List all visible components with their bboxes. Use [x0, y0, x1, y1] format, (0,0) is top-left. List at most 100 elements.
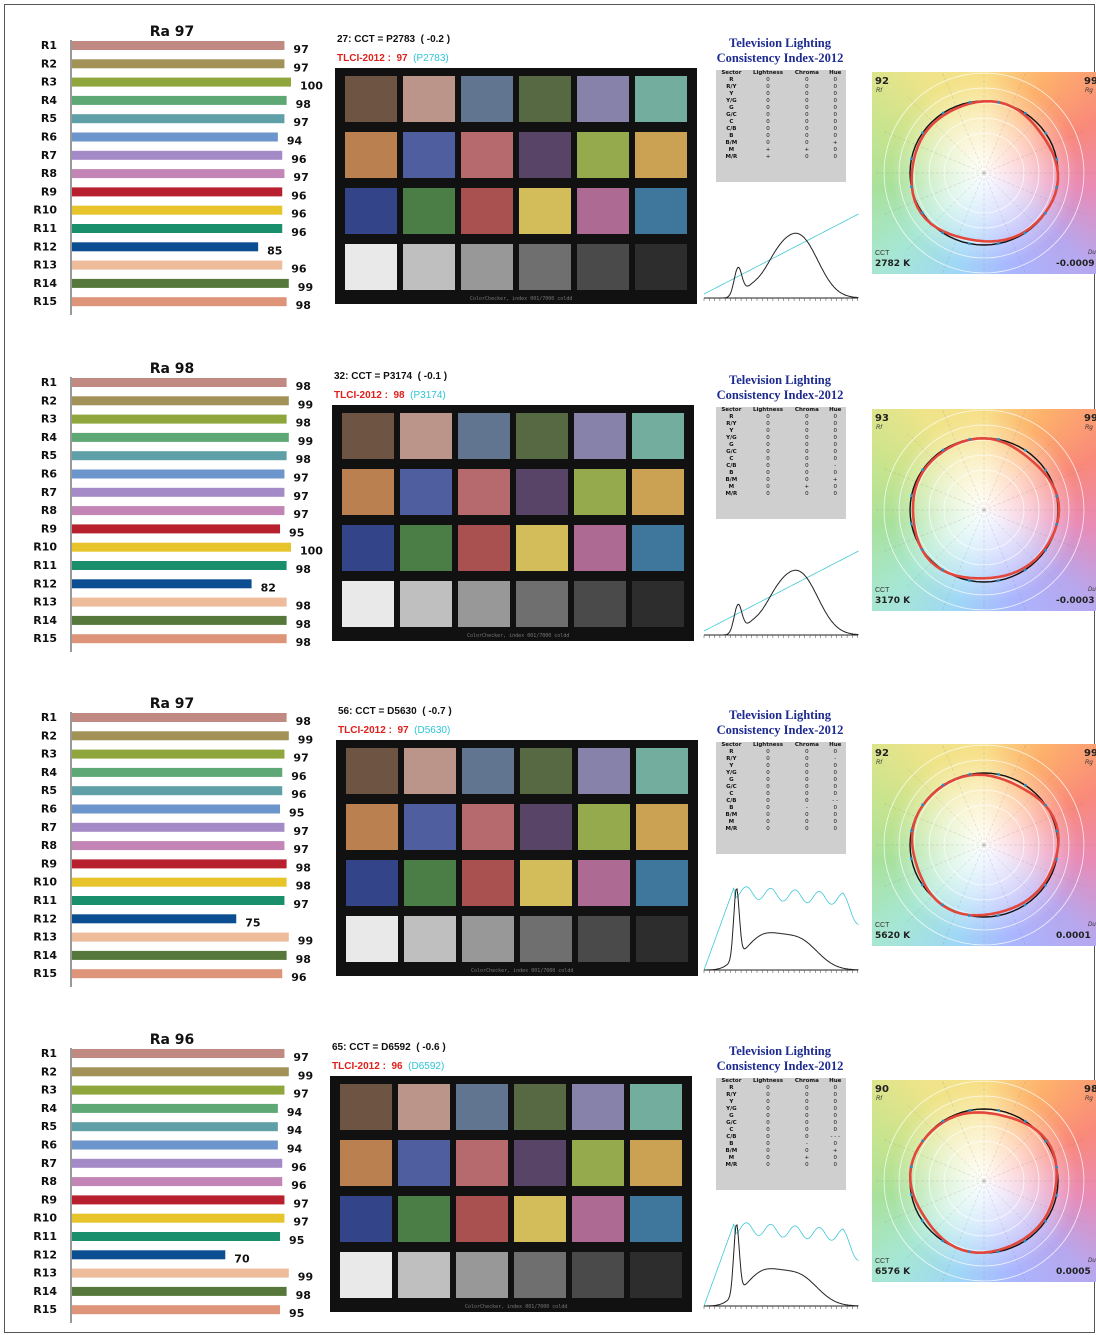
category-label: R9 [41, 522, 57, 535]
tlci-column-header: Lightness [752, 70, 784, 76]
value-label: 98 [296, 380, 311, 393]
color-patch [577, 76, 629, 122]
tlci-label: TLCI-2012 : [337, 53, 397, 64]
tlci-cell: 0 [766, 784, 770, 790]
value-label: 98 [296, 861, 311, 874]
tlci-cell: G/C [726, 784, 737, 790]
category-label: R10 [33, 876, 57, 889]
hue-bin-marker [967, 579, 971, 582]
tlci-cell: B [729, 470, 734, 476]
tlci-row: Y 0 0 0 [716, 763, 846, 770]
tlci-cell: M/R [725, 1162, 738, 1168]
tlci-cell: 0 [766, 1106, 770, 1112]
rf-value: 92 [875, 748, 889, 759]
reference-spectrum-line [703, 550, 859, 632]
tlci-row: B/M 0 0 + [716, 477, 846, 484]
category-label: R6 [41, 803, 57, 816]
cct-value: 3170 K [875, 596, 911, 606]
test-ring [910, 100, 1060, 243]
category-label: R4 [41, 1102, 57, 1115]
tlci-title-line2: Consistency Index-2012 [716, 51, 844, 65]
tlci-cell: C/B [726, 126, 737, 132]
color-patch [630, 1140, 682, 1186]
tlci-row: B/M 0 0 0 [716, 812, 846, 819]
tlci-cell: 0 [766, 456, 770, 462]
hue-spoke [906, 172, 985, 251]
tlci-row: B 0 - 0 [716, 805, 846, 812]
tlci-row: G 0 0 0 [716, 1113, 846, 1120]
color-patch [578, 748, 630, 794]
hue-bin-marker [1023, 231, 1027, 235]
hue-bin-marker [921, 803, 925, 807]
value-label: 96 [291, 153, 307, 166]
color-patch [398, 1196, 450, 1242]
value-label: 99 [298, 435, 313, 448]
duv-label: Duv [1088, 587, 1096, 593]
bar-r13 [72, 932, 289, 942]
bar-r1 [72, 378, 287, 387]
grid-ring [928, 117, 1040, 229]
tlci-cell: M [728, 484, 735, 490]
tlci-cell: - - [832, 798, 839, 804]
tlci-column-header: Sector [721, 407, 742, 413]
category-label: R11 [33, 222, 57, 235]
tlci-cell: 0 [766, 491, 770, 497]
category-label: R11 [33, 1230, 57, 1243]
duv-label: Duv [1088, 250, 1096, 256]
grid-ring [898, 87, 1070, 259]
value-label: 97 [293, 508, 308, 521]
hue-bin-marker [941, 448, 945, 452]
hue-bin-marker [997, 101, 1001, 104]
color-patch [577, 244, 629, 290]
color-patch [461, 76, 513, 122]
value-label: 97 [293, 1088, 308, 1101]
tlci-column-header: Hue [829, 1078, 842, 1084]
color-patch [632, 413, 684, 459]
tlci-cell: 0 [766, 112, 770, 118]
bar-r10 [72, 542, 291, 552]
category-label: R14 [33, 949, 57, 962]
tlci-cell: C [729, 1127, 734, 1133]
tlci-cell: 0 [833, 812, 837, 818]
hue-bin-marker [968, 100, 972, 104]
value-label: 96 [291, 1161, 307, 1174]
color-patch [404, 748, 456, 794]
tlci-cell: 0 [805, 105, 809, 111]
tlci-cell: M [728, 819, 735, 825]
tlci-cell: Y [729, 1099, 734, 1105]
bar-r14 [72, 1286, 287, 1296]
tlci-cell: 0 [766, 1092, 770, 1098]
tlci-cell: 0 [833, 1155, 837, 1161]
tlci-row: G 0 0 0 [716, 105, 846, 112]
tlci-cell: 0 [805, 791, 809, 797]
grid-ring [928, 1125, 1040, 1237]
colorchecker-block: 56: CCT = D5630 ( -0.7 ) TLCI-2012 : 97 (… [336, 692, 706, 992]
tlci-cell: 0 [766, 763, 770, 769]
spectrum-chart [703, 1222, 859, 1309]
hue-spoke [906, 1180, 985, 1259]
hue-bin-marker [1055, 157, 1059, 161]
tlci-cell: B [729, 133, 734, 139]
color-patch [456, 1140, 508, 1186]
value-label: 70 [234, 1252, 250, 1265]
hue-bin-marker [1055, 1193, 1058, 1197]
color-patch [398, 1140, 450, 1186]
hue-bin-marker [997, 438, 1001, 441]
tlci-cell: 0 [766, 414, 770, 420]
tlci-reference: (D6592) [408, 1061, 445, 1072]
color-patch [632, 469, 684, 515]
tlci-cell: G [729, 1113, 734, 1119]
tlci-cell: 0 [805, 756, 809, 762]
tlci-cell: 0 [805, 98, 809, 104]
category-label: R6 [41, 1139, 57, 1152]
tlci-reference: (P2783) [413, 53, 449, 64]
color-patch [458, 581, 510, 627]
tlci-cell: R [729, 77, 734, 83]
value-label: 98 [296, 715, 311, 728]
tlci-cell: 0 [833, 126, 837, 132]
value-label: 97 [293, 61, 308, 74]
tlci-cell: 0 [805, 414, 809, 420]
value-label: 98 [296, 98, 311, 111]
color-patch [635, 76, 687, 122]
chart-title: Ra 97 [150, 24, 195, 40]
